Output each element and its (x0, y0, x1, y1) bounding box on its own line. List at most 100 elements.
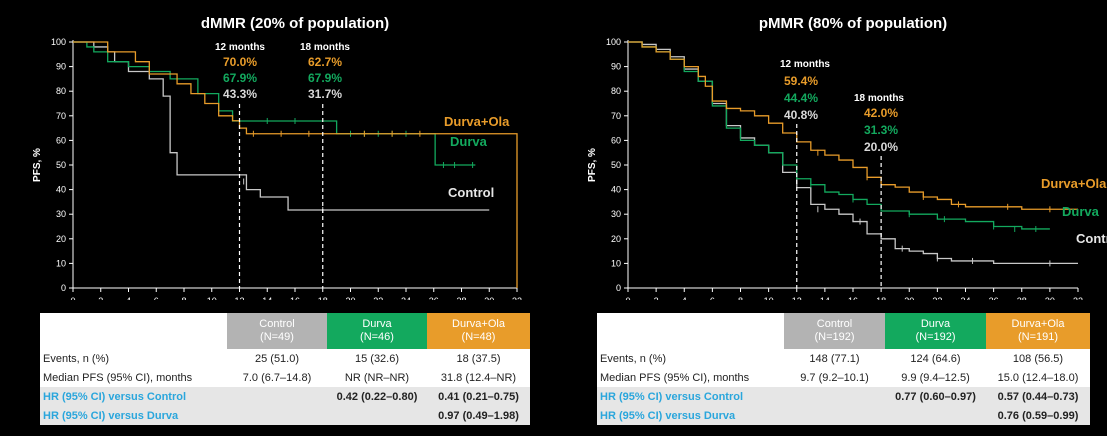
x-tick-label: 26 (429, 296, 439, 300)
cell-durva: 9.9 (9.4–12.5) (885, 368, 986, 387)
cell-durva-ola: 18 (37.5) (427, 349, 530, 368)
x-tick-label: 18 (318, 296, 328, 300)
y-tick-label: 90 (56, 62, 66, 72)
x-tick-label: 32 (1073, 296, 1083, 300)
header-durva-ola: Durva+Ola (N=48) (427, 313, 530, 349)
row-label: HR (95% CI) versus Control (597, 387, 784, 406)
x-tick-label: 18 (876, 296, 886, 300)
header-blank (40, 313, 227, 349)
row-label: HR (95% CI) versus Durva (40, 406, 227, 425)
x-tick-label: 20 (345, 296, 355, 300)
series-line-durva (628, 41, 1050, 230)
series-line-control (628, 41, 1078, 265)
annotation-value-18-ola: 42.0% (864, 106, 898, 120)
row-label: Events, n (%) (40, 349, 227, 368)
y-tick-label: 70 (611, 111, 621, 121)
annotation-18-months: 18 months (300, 42, 350, 53)
table-header-row: Control (N=192) Durva (N=192) Durva+Ola (N=… (597, 313, 1090, 349)
km-panel-dmmr: dMMR (20% of population)0102030405060708… (32, 15, 522, 300)
x-tick-label: 10 (207, 296, 217, 300)
x-tick-label: 22 (932, 296, 942, 300)
cell-control: 148 (77.1) (784, 349, 885, 368)
cell-control (227, 406, 327, 425)
row-label: HR (95% CI) versus Control (40, 387, 227, 406)
cell-durva-ola: 0.97 (0.49–1.98) (427, 406, 530, 425)
annotation-12-months: 12 months (215, 42, 265, 53)
x-tick-label: 0 (625, 296, 630, 300)
x-tick-label: 28 (1017, 296, 1027, 300)
y-tick-label: 80 (611, 86, 621, 96)
x-tick-label: 16 (848, 296, 858, 300)
annotation-value-12-durva: 67.9% (223, 71, 257, 85)
y-tick-label: 50 (56, 160, 66, 170)
x-tick-label: 32 (512, 296, 522, 300)
x-tick-label: 30 (1045, 296, 1055, 300)
x-tick-label: 4 (126, 296, 131, 300)
row-label: Median PFS (95% CI), months (597, 368, 784, 387)
series-label-control: Control (1076, 231, 1107, 246)
x-tick-label: 8 (738, 296, 743, 300)
header-control: Control (N=192) (784, 313, 885, 349)
cell-durva-ola: 0.41 (0.21–0.75) (427, 387, 530, 406)
cell-control (227, 387, 327, 406)
y-tick-label: 30 (56, 209, 66, 219)
x-tick-label: 14 (820, 296, 830, 300)
header-durva-ola: Durva+Ola (N=191) (986, 313, 1090, 349)
cell-durva: 0.77 (0.60–0.97) (885, 387, 986, 406)
cell-durva: 0.42 (0.22–0.80) (327, 387, 427, 406)
chart-title: dMMR (20% of population) (201, 15, 389, 32)
pmmr-summary-table: Control (N=192) Durva (N=192) Durva+Ola (N=… (597, 313, 1090, 425)
header-durva: Durva (N=192) (885, 313, 986, 349)
series-line-ola (73, 41, 518, 288)
dmmr-summary-table: Control (N=49) Durva (N=46) Durva+Ola (N=48… (40, 313, 530, 425)
x-tick-label: 0 (70, 296, 75, 300)
y-tick-label: 10 (611, 258, 621, 268)
header-blank (597, 313, 784, 349)
x-tick-label: 2 (98, 296, 103, 300)
cell-control: 9.7 (9.2–10.1) (784, 368, 885, 387)
row-label: Median PFS (95% CI), months (40, 368, 227, 387)
row-label: Events, n (%) (597, 349, 784, 368)
x-tick-label: 24 (401, 296, 411, 300)
x-tick-label: 4 (682, 296, 687, 300)
annotation-value-18-control: 31.7% (308, 87, 342, 101)
y-tick-label: 0 (61, 283, 66, 293)
cell-control: 7.0 (6.7–14.8) (227, 368, 327, 387)
y-tick-label: 100 (606, 37, 621, 47)
y-tick-label: 10 (56, 258, 66, 268)
y-tick-label: 20 (56, 234, 66, 244)
y-axis-label: PFS, % (32, 148, 43, 182)
cell-durva-ola: 15.0 (12.4–18.0) (986, 368, 1090, 387)
x-tick-label: 10 (764, 296, 774, 300)
x-tick-label: 2 (654, 296, 659, 300)
annotation-value-18-control: 20.0% (864, 140, 898, 154)
cell-durva: 15 (32.6) (327, 349, 427, 368)
series-line-ola (628, 41, 1078, 210)
y-tick-label: 0 (616, 283, 621, 293)
series-line-durva (73, 41, 476, 166)
table-row: Median PFS (95% CI), months 7.0 (6.7–14.… (40, 368, 530, 387)
series-label-ola: Durva+Ola (444, 114, 510, 129)
y-tick-label: 60 (611, 135, 621, 145)
cell-durva-ola: 31.8 (12.4–NR) (427, 368, 530, 387)
annotation-value-12-control: 40.8% (784, 108, 818, 122)
x-tick-label: 12 (792, 296, 802, 300)
y-tick-label: 80 (56, 86, 66, 96)
y-tick-label: 90 (611, 62, 621, 72)
km-charts: dMMR (20% of population)0102030405060708… (32, 15, 1107, 300)
x-tick-label: 12 (234, 296, 244, 300)
y-tick-label: 40 (56, 185, 66, 195)
x-tick-label: 6 (154, 296, 159, 300)
annotation-value-12-durva: 44.4% (784, 91, 818, 105)
km-panel-pmmr: pMMR (80% of population)0102030405060708… (587, 15, 1107, 300)
cell-control (784, 406, 885, 425)
series-label-control: Control (448, 185, 494, 200)
x-tick-label: 30 (484, 296, 494, 300)
header-durva: Durva (N=46) (327, 313, 427, 349)
cell-durva (885, 406, 986, 425)
x-tick-label: 8 (181, 296, 186, 300)
cell-durva (327, 406, 427, 425)
x-tick-label: 24 (960, 296, 970, 300)
x-tick-label: 22 (373, 296, 383, 300)
table-row: HR (95% CI) versus Durva 0.97 (0.49–1.98… (40, 406, 530, 425)
